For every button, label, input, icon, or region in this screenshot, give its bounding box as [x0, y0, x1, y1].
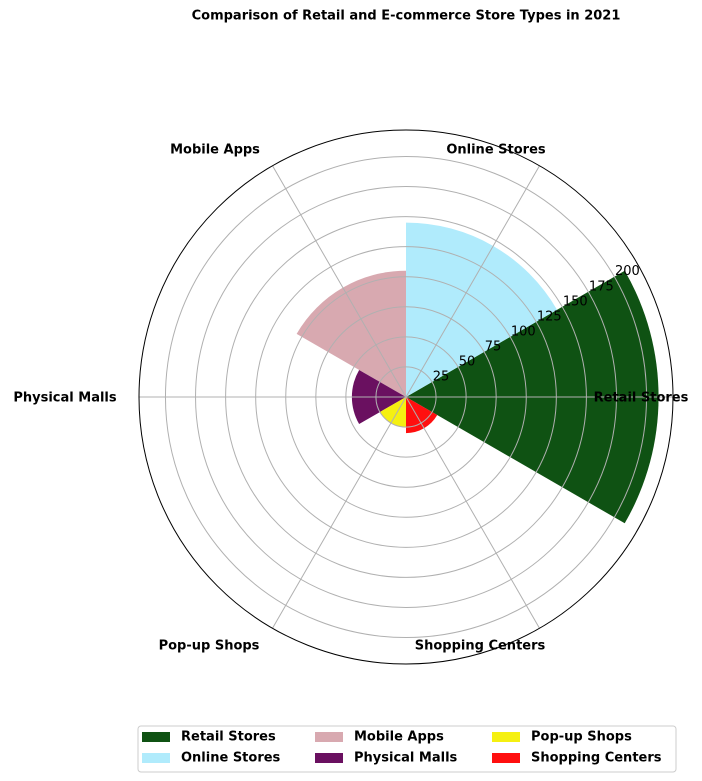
bar	[296, 270, 406, 397]
r-tick-label: 150	[563, 294, 588, 309]
grid	[138, 129, 674, 665]
r-tick-label: 50	[459, 354, 476, 369]
category-label: Shopping Centers	[415, 639, 546, 654]
legend-label: Mobile Apps	[354, 730, 444, 745]
legend: Retail Stores Online Stores Mobile Apps Phy…	[142, 730, 662, 766]
r-tick-label: 175	[589, 279, 614, 294]
spoke	[272, 165, 407, 398]
legend-label: Pop-up Shops	[531, 730, 632, 745]
chart-title: Comparison of Retail and E-commerce Stor…	[192, 9, 621, 24]
spoke	[405, 165, 540, 398]
category-label: Online Stores	[446, 143, 546, 158]
bar	[406, 222, 558, 397]
r-tick-label: 200	[615, 264, 640, 279]
legend-swatch	[492, 732, 520, 742]
spoke	[405, 396, 540, 629]
legend-swatch	[142, 732, 170, 742]
category-label: Retail Stores	[594, 391, 689, 406]
category-label: Pop-up Shops	[159, 639, 260, 654]
legend-label: Online Stores	[181, 751, 281, 766]
legend-swatch	[315, 753, 343, 763]
bar	[406, 397, 438, 434]
legend-label: Shopping Centers	[531, 751, 662, 766]
category-label: Mobile Apps	[170, 143, 260, 158]
r-tick-label: 75	[485, 339, 502, 354]
legend-swatch	[142, 753, 170, 763]
legend-swatch	[315, 732, 343, 742]
r-tick-label: 125	[537, 309, 562, 324]
spoke	[272, 396, 407, 629]
legend-swatch	[492, 753, 520, 763]
category-label: Physical Malls	[13, 391, 117, 406]
legend-label: Retail Stores	[181, 730, 276, 745]
legend-label: Physical Malls	[354, 751, 458, 766]
legend-box	[137, 725, 677, 773]
outer-circle	[138, 129, 674, 665]
r-tick-label: 25	[433, 369, 450, 384]
r-tick-label: 100	[511, 324, 536, 339]
